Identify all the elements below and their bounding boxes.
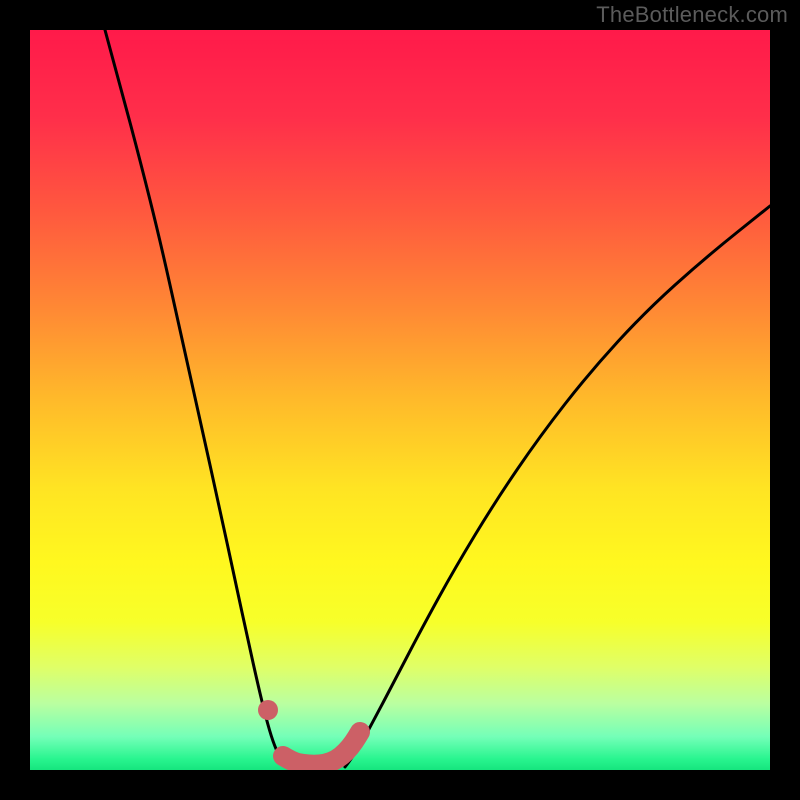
chart-container: TheBottleneck.com xyxy=(0,0,800,800)
plot-background xyxy=(30,30,770,770)
optimal-zone-dot xyxy=(258,700,278,720)
bottleneck-chart xyxy=(0,0,800,800)
watermark-label: TheBottleneck.com xyxy=(596,2,788,28)
